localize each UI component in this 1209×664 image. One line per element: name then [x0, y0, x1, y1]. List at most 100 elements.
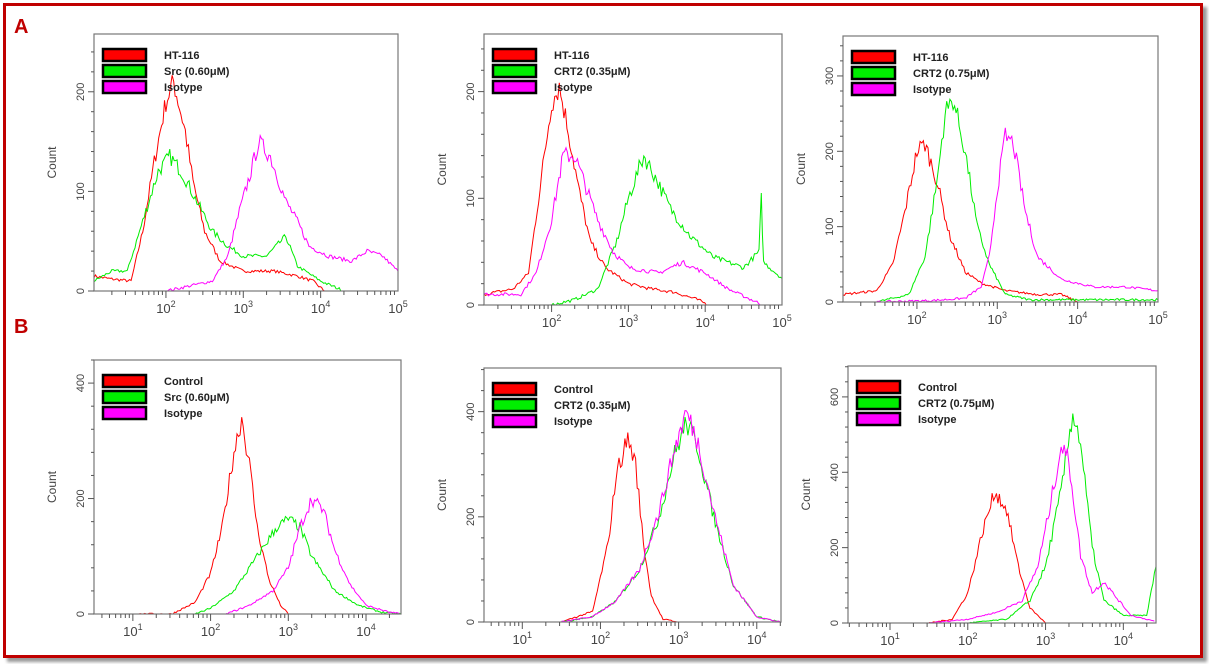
legend-label: Isotype [913, 84, 952, 96]
series-line-ht-116 [842, 139, 1078, 303]
legend-swatch [101, 47, 148, 63]
legend-label: Src (0.60μM) [164, 66, 230, 78]
x-tick-exponent: 4 [761, 630, 766, 640]
legend-label: CRT2 (0.35μM) [554, 66, 631, 78]
y-tick-label: 0 [465, 619, 477, 625]
histogram-panel-6: 0 200 400 600 Count 101 102 103 104 Control CRT2 (… [799, 365, 1157, 648]
x-tick-exponent: 2 [922, 310, 927, 320]
series-line-control [561, 432, 679, 623]
legend-swatch [491, 397, 538, 413]
x-tick-label: 105 [1148, 310, 1167, 327]
x-tick-exponent: 4 [1128, 631, 1133, 641]
y-tick-label: 200 [824, 142, 836, 160]
x-tick-label: 105 [772, 313, 791, 330]
y-axis-label: Count [435, 478, 449, 511]
legend-label: CRT2 (0.75μM) [913, 68, 990, 80]
legend-swatch [491, 381, 538, 397]
y-tick-label: 100 [465, 189, 477, 207]
x-tick-exponent: 3 [293, 622, 298, 632]
x-tick-label: 104 [695, 313, 714, 330]
x-tick-label: 103 [279, 622, 298, 639]
legend-label: Isotype [918, 414, 957, 426]
y-axis-label: Count [45, 470, 59, 503]
legend-swatch [491, 79, 538, 95]
x-tick-label: 103 [988, 310, 1007, 327]
legend-label: Isotype [554, 82, 593, 94]
x-tick-exponent: 5 [403, 299, 408, 309]
histogram-panel-4: 0 200 400 Count 101 102 103 104 Control Src (0.60… [45, 359, 402, 639]
y-axis-label: Count [794, 152, 808, 185]
legend-swatch [101, 405, 148, 421]
x-tick-exponent: 3 [248, 299, 253, 309]
figure-frame [3, 3, 1203, 658]
series-line-control [132, 417, 289, 615]
legend-swatch [855, 411, 902, 427]
histogram-panel-2: 0 100 200 Count 102 103 104 105 HT-116 CRT2 (0.35… [435, 33, 792, 330]
y-tick-label: 0 [829, 620, 841, 626]
x-tick-label: 101 [880, 631, 899, 648]
histogram-panel-3: 0 100 200 300 Count 102 103 104 105 HT-116 CRT2 (0… [794, 35, 1168, 327]
plot-frame [483, 367, 782, 623]
series-line-ht-116 [93, 75, 325, 292]
series-line-ht-116 [483, 82, 709, 306]
series-line-isotype [165, 133, 399, 292]
series-line-isotype [483, 146, 763, 306]
x-tick-label: 104 [747, 630, 766, 647]
legend-swatch [855, 379, 902, 395]
y-tick-label: 200 [465, 508, 477, 526]
x-tick-label: 102 [542, 313, 561, 330]
x-tick-label: 104 [311, 299, 330, 316]
series-line-crt2-0-35-m- [561, 416, 781, 623]
x-tick-label: 103 [234, 299, 253, 316]
legend-label: HT-116 [554, 50, 589, 62]
x-tick-exponent: 2 [973, 631, 978, 641]
x-tick-exponent: 3 [1002, 310, 1007, 320]
series-line-crt2-0-35-m- [551, 154, 783, 306]
x-tick-exponent: 3 [633, 313, 638, 323]
x-tick-exponent: 4 [325, 299, 330, 309]
x-tick-label: 104 [1114, 631, 1133, 648]
legend-swatch [491, 47, 538, 63]
panel-label-b: B [14, 316, 29, 338]
y-axis-label: Count [45, 146, 59, 179]
legend-swatch [101, 63, 148, 79]
legend-swatch [101, 373, 148, 389]
x-tick-label: 104 [356, 622, 375, 639]
plot-frame [483, 33, 783, 306]
legend-label: Control [164, 376, 203, 388]
y-tick-label: 0 [465, 302, 477, 308]
x-tick-exponent: 1 [895, 631, 900, 641]
plot-frame [842, 35, 1159, 303]
legend-swatch [491, 413, 538, 429]
x-tick-exponent: 4 [371, 622, 376, 632]
plot-frame [847, 365, 1157, 624]
x-tick-label: 103 [1036, 631, 1055, 648]
y-tick-label: 0 [75, 611, 87, 617]
x-tick-exponent: 2 [171, 299, 176, 309]
y-axis-label: Count [435, 153, 449, 186]
series-line-src-0-60-m- [93, 148, 344, 292]
x-tick-exponent: 5 [1163, 310, 1168, 320]
x-tick-exponent: 5 [787, 313, 792, 323]
x-tick-exponent: 1 [138, 622, 143, 632]
x-tick-exponent: 2 [215, 622, 220, 632]
x-tick-label: 102 [591, 630, 610, 647]
x-tick-exponent: 2 [556, 313, 561, 323]
legend-swatch [850, 81, 897, 97]
y-tick-label: 300 [824, 67, 836, 85]
plot-frame [93, 33, 399, 292]
x-tick-label: 102 [156, 299, 175, 316]
x-tick-label: 103 [619, 313, 638, 330]
legend-label: HT-116 [164, 50, 199, 62]
y-tick-label: 0 [824, 299, 836, 305]
series-line-isotype [225, 497, 402, 615]
x-tick-exponent: 2 [605, 630, 610, 640]
series-line-isotype [876, 127, 1159, 303]
x-tick-label: 101 [513, 630, 532, 647]
legend-label: CRT2 (0.75μM) [918, 398, 995, 410]
legend-label: Isotype [164, 82, 203, 94]
series-line-isotype [928, 444, 1155, 624]
legend-swatch [491, 63, 538, 79]
y-tick-label: 100 [824, 217, 836, 235]
